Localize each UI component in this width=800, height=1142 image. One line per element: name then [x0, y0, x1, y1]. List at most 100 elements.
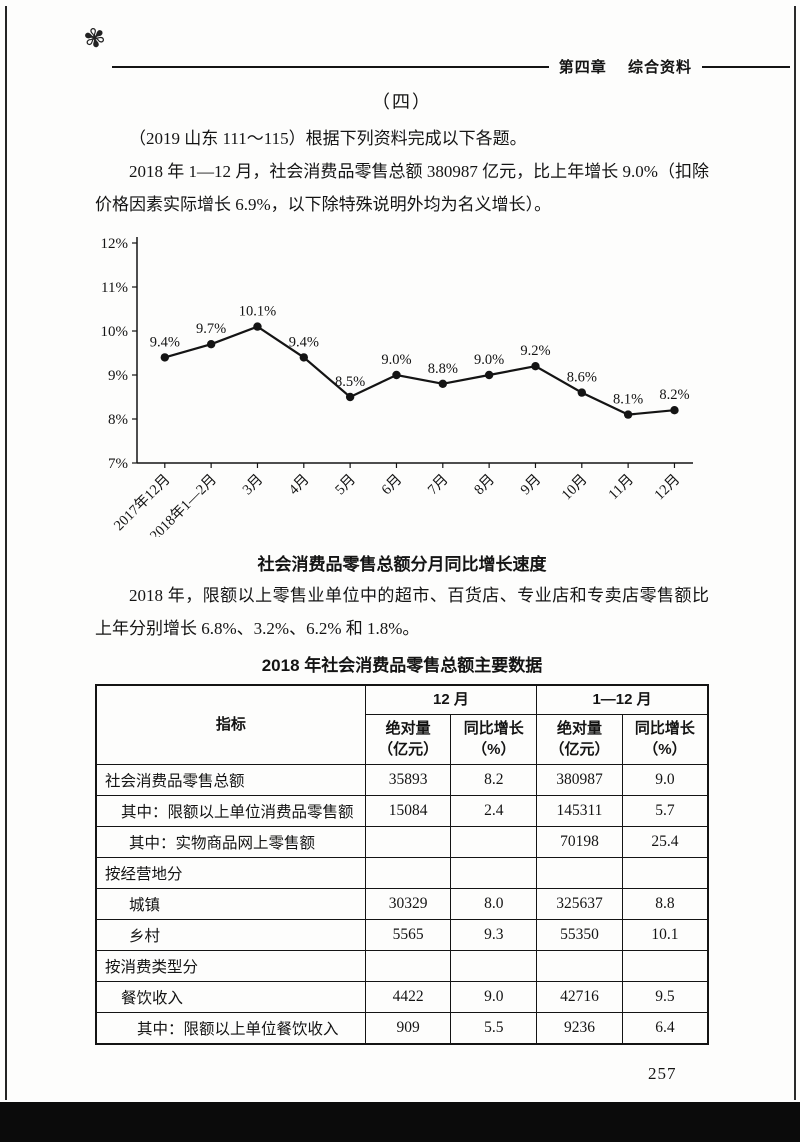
svg-text:10%: 10%	[101, 324, 129, 340]
svg-text:12%: 12%	[101, 236, 129, 252]
svg-text:7%: 7%	[108, 456, 128, 472]
value-cell: 9236	[536, 1011, 623, 1045]
svg-text:9.0%: 9.0%	[474, 352, 504, 368]
table-row: 其中：实物商品网上零售额 70198 25.4	[95, 825, 709, 858]
value-cell: 909	[364, 1011, 452, 1045]
col-header-dec-absolute: 绝对量 （亿元）	[364, 714, 452, 765]
svg-text:8.6%: 8.6%	[567, 370, 597, 386]
indicator-cell: 其中：实物商品网上零售额	[95, 825, 366, 858]
value-cell: 4422	[364, 980, 452, 1013]
indicator-cell: 乡村	[95, 918, 366, 951]
chapter-section: 综合资料	[627, 59, 692, 76]
value-cell	[364, 825, 452, 858]
value-cell: 380987	[536, 763, 623, 796]
svg-text:5月: 5月	[332, 472, 359, 499]
svg-text:4月: 4月	[286, 472, 313, 499]
paragraph-retail-categories: 2018 年，限额以上零售业单位中的超市、百货店、专业店和专卖店零售额比上年分别…	[95, 586, 709, 638]
growth-label: 同比增长	[463, 720, 524, 738]
svg-text:3月: 3月	[240, 472, 267, 499]
value-cell	[364, 856, 452, 889]
value-cell	[536, 949, 623, 982]
value-cell	[536, 856, 623, 889]
value-cell: 5.5	[450, 1011, 538, 1045]
table-row: 按消费类型分	[95, 949, 709, 982]
svg-text:8月: 8月	[471, 472, 498, 499]
table-row: 城镇 30329 8.0 325637 8.8	[95, 887, 709, 920]
col-header-december: 12 月	[364, 684, 538, 716]
svg-text:11月: 11月	[606, 472, 637, 503]
abs-unit: （亿元）	[378, 740, 439, 758]
table-row: 其中：限额以上单位餐饮收入 909 5.5 9236 6.4	[95, 1011, 709, 1045]
table-row: 其中：限额以上单位消费品零售额 15084 2.4 145311 5.7	[95, 794, 709, 827]
plant-ornament-icon: ✾	[81, 22, 109, 55]
header-rule-right	[702, 65, 790, 68]
abs-label: 绝对量	[385, 720, 431, 738]
table-row: 乡村 5565 9.3 55350 10.1	[95, 918, 709, 951]
value-cell	[450, 825, 538, 858]
svg-text:8.8%: 8.8%	[428, 361, 458, 377]
svg-text:9.2%: 9.2%	[520, 343, 550, 359]
indicator-cell: 社会消费品零售总额	[95, 763, 366, 796]
value-cell: 5.7	[621, 794, 709, 827]
value-cell: 10.1	[621, 918, 709, 951]
svg-text:8.2%: 8.2%	[659, 387, 689, 403]
line-chart: 7% 8% 9% 10% 11% 12% 2017年12月 2018年1—2月 3月 4月 5月 6月…	[85, 225, 709, 544]
svg-text:9.0%: 9.0%	[381, 352, 411, 368]
value-cell	[450, 949, 538, 982]
chart-caption: 社会消费品零售总额分月同比增长速度	[257, 555, 547, 574]
col-header-indicator: 指标	[95, 684, 366, 765]
value-cell: 2.4	[450, 794, 538, 827]
table-body: 社会消费品零售总额 35893 8.2 380987 9.0 其中：限额以上单位消费品零售…	[95, 763, 709, 1045]
abs-unit: （亿元）	[549, 740, 610, 758]
value-cell: 30329	[364, 887, 452, 920]
growth-label: 同比增长	[634, 720, 695, 738]
value-cell: 42716	[536, 980, 623, 1013]
svg-text:8.1%: 8.1%	[613, 392, 643, 408]
col-header-ytd-absolute: 绝对量 （亿元）	[536, 714, 623, 765]
value-cell: 8.0	[450, 887, 538, 920]
col-header-dec-growth: 同比增长 （%）	[450, 714, 538, 765]
value-cell: 325637	[536, 887, 623, 920]
svg-text:10月: 10月	[559, 472, 591, 504]
col-header-ytd-growth: 同比增长 （%）	[621, 714, 709, 765]
paragraph-total-retail: 2018 年 1—12 月，社会消费品零售总额 380987 亿元，比上年增长 …	[95, 162, 709, 214]
table-title: 2018 年社会消费品零售总额主要数据	[261, 656, 543, 675]
retail-data-table: 指标 12 月 1—12 月 绝对量 （亿元） 同比增长 （%） 绝对量	[95, 684, 709, 1045]
svg-text:9.4%: 9.4%	[289, 334, 319, 350]
value-cell	[364, 949, 452, 982]
indicator-cell: 按经营地分	[95, 856, 366, 889]
page-number: 257	[648, 1064, 677, 1083]
intro-paragraph: （2019 山东 111～115）根据下列资料完成以下各题。	[129, 129, 527, 148]
chapter-title: 第四章 综合资料	[549, 56, 702, 77]
svg-text:8%: 8%	[108, 412, 128, 428]
svg-text:10.1%: 10.1%	[239, 304, 276, 320]
table-header-row-groups: 指标 12 月 1—12 月	[95, 684, 709, 765]
svg-text:7月: 7月	[425, 472, 452, 499]
scan-edge-right	[794, 6, 796, 1100]
value-cell: 25.4	[621, 825, 709, 858]
table-header: 指标 12 月 1—12 月 绝对量 （亿元） 同比增长 （%） 绝对量	[95, 684, 709, 765]
svg-text:9.4%: 9.4%	[150, 334, 180, 350]
value-cell	[621, 856, 709, 889]
indicator-cell: 餐饮收入	[95, 980, 366, 1013]
value-cell: 8.2	[450, 763, 538, 796]
header-rule-left	[112, 65, 549, 68]
value-cell	[450, 856, 538, 889]
svg-text:11%: 11%	[101, 280, 128, 296]
value-cell: 9.5	[621, 980, 709, 1013]
value-cell: 5565	[364, 918, 452, 951]
indicator-cell: 其中：限额以上单位餐饮收入	[95, 1011, 366, 1045]
growth-unit: （%）	[643, 740, 687, 758]
value-cell: 15084	[364, 794, 452, 827]
value-cell: 8.8	[621, 887, 709, 920]
col-header-jan-dec: 1—12 月	[536, 684, 709, 716]
growth-unit: （%）	[472, 740, 516, 758]
value-cell: 145311	[536, 794, 623, 827]
section-title: （四）	[372, 92, 432, 112]
value-cell: 9.0	[450, 980, 538, 1013]
value-cell	[621, 949, 709, 982]
table-row: 按经营地分	[95, 856, 709, 889]
table-row: 餐饮收入 4422 9.0 42716 9.5	[95, 980, 709, 1013]
